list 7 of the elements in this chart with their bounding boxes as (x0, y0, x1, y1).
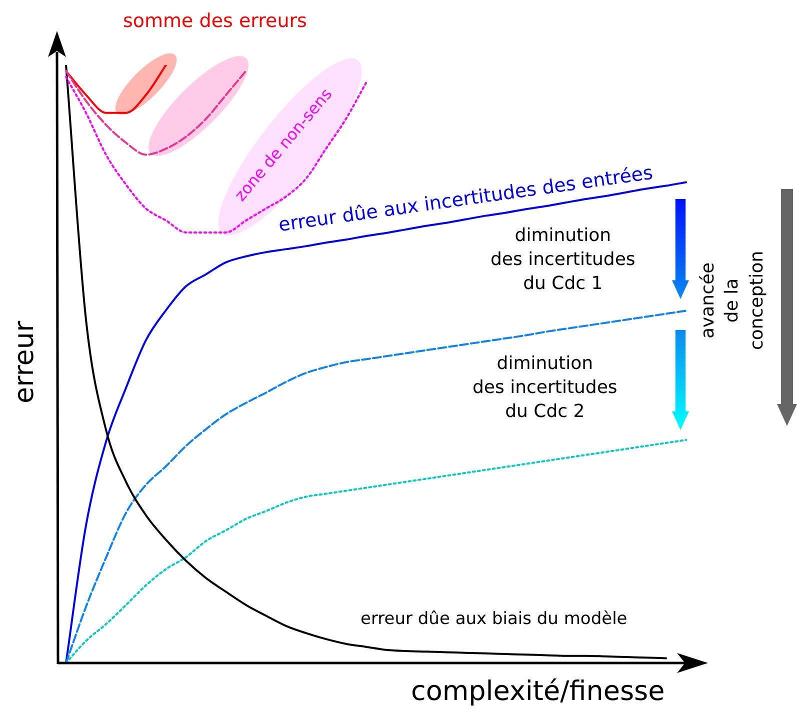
series-label: erreur dûe aux biais du modèle (360, 608, 628, 630)
x-axis-title: complexité/finesse (411, 675, 665, 709)
y-axis-title: erreur (8, 320, 41, 404)
annotation: diminution des incertitudes du Cdc 2 (472, 352, 618, 424)
text: somme des erreurs (123, 9, 307, 34)
text: avancée de la conception (696, 249, 768, 352)
annotation: diminution des incertitudes du Cdc 1 (490, 224, 636, 296)
